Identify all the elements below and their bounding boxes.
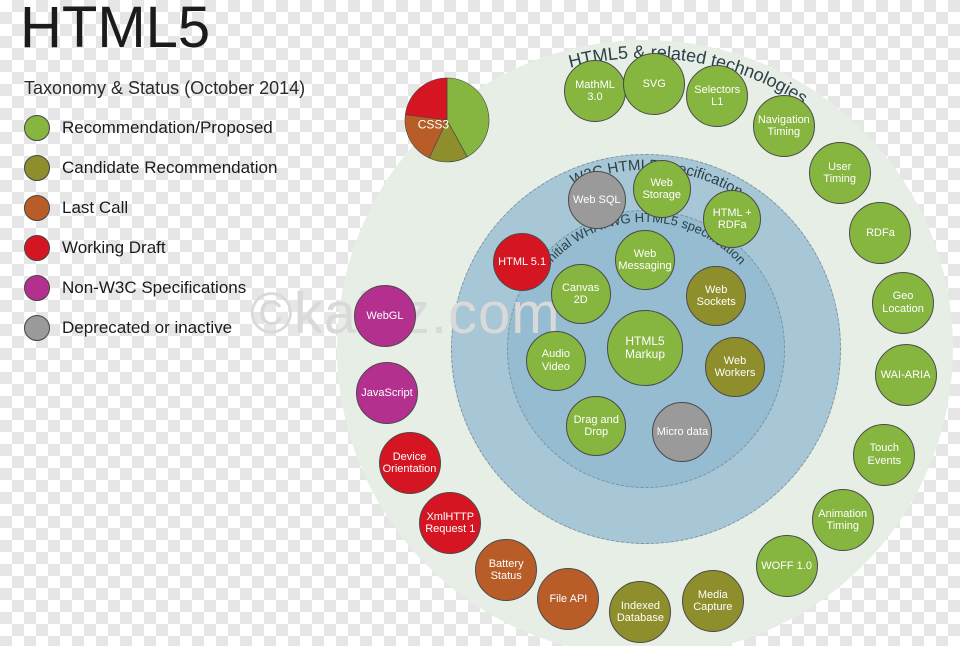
node-label: Indexed Database	[610, 598, 670, 626]
node-label: HTML + RDFa	[704, 205, 760, 233]
node-label: Selectors L1	[687, 82, 747, 110]
svg-text:CSS3: CSS3	[418, 118, 450, 132]
node-outer-14: Battery Status	[475, 539, 537, 601]
node-label: Animation Timing	[813, 506, 873, 534]
node-label: WOFF 1.0	[759, 558, 814, 574]
node-label: Geo Location	[873, 288, 933, 316]
node-mid-0: Web SQL	[568, 171, 626, 229]
node-label: Web Storage	[634, 175, 690, 203]
node-label: Micro data	[655, 424, 710, 440]
node-outer-1: SVG	[623, 53, 685, 115]
node-label: Canvas 2D	[552, 280, 610, 308]
node-outer-9: Animation Timing	[812, 489, 874, 551]
node-outer-4: User Timing	[809, 142, 871, 204]
node-inner-5: Drag and Drop	[566, 396, 626, 456]
node-label: SVG	[641, 76, 668, 92]
node-label: WebGL	[364, 308, 405, 324]
node-label: Audio Video	[527, 346, 585, 374]
node-inner-4: Web Workers	[705, 337, 765, 397]
node-label: Web SQL	[571, 192, 623, 208]
node-label: RDFa	[864, 225, 897, 241]
node-mid-3: HTML 5.1	[493, 233, 551, 291]
node-label: WAI-ARIA	[879, 367, 933, 383]
node-outer-5: RDFa	[849, 202, 911, 264]
node-label: HTML 5.1	[496, 254, 548, 270]
node-label: Device Orientation	[380, 449, 440, 477]
node-mid-1: Web Storage	[633, 160, 691, 218]
node-outer-0: MathML 3.0	[564, 60, 626, 122]
node-outer-13: File API	[537, 568, 599, 630]
node-outer-11: Media Capture	[682, 570, 744, 632]
node-outer-12: Indexed Database	[609, 581, 671, 643]
node-inner-1: Canvas 2D	[551, 264, 611, 324]
node-label: Web Sockets	[687, 282, 745, 310]
node-label: File API	[547, 591, 589, 607]
node-label: User Timing	[810, 159, 870, 187]
node-label: Web Workers	[706, 353, 764, 381]
node-inner-3: Audio Video	[526, 331, 586, 391]
node-label: HTML5 Markup	[608, 333, 682, 363]
node-outer-8: Touch Events	[853, 424, 915, 486]
node-label: Drag and Drop	[567, 412, 625, 440]
node-mid-2: HTML + RDFa	[703, 190, 761, 248]
node-label: Battery Status	[476, 556, 536, 584]
css3-pie: CSS3	[403, 76, 491, 164]
node-label: JavaScript	[359, 385, 414, 401]
node-inner-6: Micro data	[652, 402, 712, 462]
node-outer-17: JavaScript	[356, 362, 418, 424]
node-label: Navigation Timing	[754, 112, 814, 140]
node-outer-7: WAI-ARIA	[875, 344, 937, 406]
node-label: Touch Events	[854, 440, 914, 468]
node-label: MathML 3.0	[565, 77, 625, 105]
node-outer-6: Geo Location	[872, 272, 934, 334]
node-outer-2: Selectors L1	[686, 65, 748, 127]
node-inner-2: Web Sockets	[686, 266, 746, 326]
node-outer-16: Device Orientation	[379, 432, 441, 494]
diagram-stage: { "title":{"text":"HTML5","fontsize":58}…	[0, 0, 960, 646]
node-label: Web Messaging	[616, 246, 674, 274]
node-outer-3: Navigation Timing	[753, 95, 815, 157]
node-center: HTML5 Markup	[607, 310, 683, 386]
node-outer-18: WebGL	[354, 285, 416, 347]
node-label: Media Capture	[683, 587, 743, 615]
node-label: XmlHTTP Request 1	[420, 509, 480, 537]
node-outer-10: WOFF 1.0	[756, 535, 818, 597]
node-outer-15: XmlHTTP Request 1	[419, 492, 481, 554]
node-inner-0: Web Messaging	[615, 230, 675, 290]
